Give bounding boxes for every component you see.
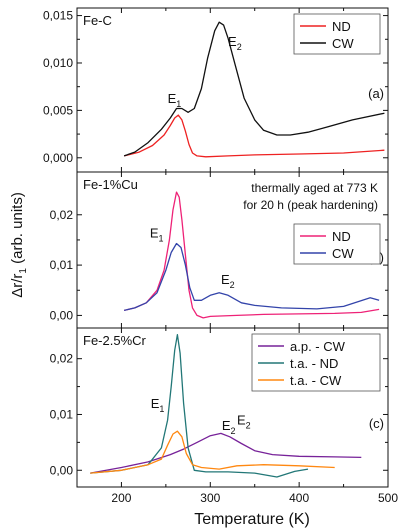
- y-tick-label: 0,000: [43, 151, 73, 165]
- x-tick-label: 200: [111, 491, 131, 505]
- series-line-nd: [123, 114, 385, 158]
- peak-label: E2: [222, 418, 236, 436]
- panel-note: for 20 h (peak hardening): [243, 198, 378, 212]
- y-tick-label: 0,02: [50, 352, 74, 366]
- sample-label: Fe-C: [83, 13, 112, 28]
- series-line-cw: [123, 242, 380, 312]
- y-tick-label: 0,015: [43, 9, 73, 23]
- legend-label: CW: [332, 246, 354, 261]
- peak-label: E2: [221, 272, 235, 290]
- panel-tag: (c): [369, 416, 384, 431]
- peak-label: E1: [168, 91, 182, 109]
- series-line-a-p-cw: [90, 432, 362, 474]
- y-tick-label: 0,01: [50, 258, 74, 272]
- series-line-t-a-nd: [90, 334, 309, 478]
- y-tick-label: 0,00: [50, 463, 74, 477]
- panel-a: 0,000 0,005 0,010 0,015 Fe-C (a) ND CW E1 E2: [43, 7, 389, 173]
- legend-label: ND: [332, 229, 351, 244]
- legend-box: [293, 13, 381, 55]
- legend-label: ND: [332, 19, 351, 34]
- series-line-t-a-cw: [90, 430, 335, 474]
- y-tick-label: 0,010: [43, 56, 73, 70]
- legend-label: CW: [332, 36, 354, 51]
- panel-tag: (a): [368, 86, 384, 101]
- peak-label: E2: [237, 413, 251, 431]
- peak-label: E2: [228, 34, 242, 52]
- panel-frame: [76, 327, 389, 488]
- y-tick-label: 0,02: [50, 208, 74, 222]
- x-axis-label: Temperature (K): [194, 511, 310, 528]
- x-tick-label: 400: [289, 491, 309, 505]
- series-line-cw: [123, 21, 385, 157]
- y-tick-label: 0,005: [43, 103, 73, 117]
- panel-note: thermally aged at 773 K: [251, 181, 378, 195]
- panel-c: 0,00 0,01 0,02 Fe-2.5%Cr (c) a.p. - CW t.a. - …: [50, 327, 398, 505]
- x-tick-label: 300: [200, 491, 220, 505]
- legend-label: t.a. - CW: [290, 373, 342, 388]
- peak-label: E1: [150, 225, 164, 243]
- legend-label: t.a. - ND: [290, 356, 338, 371]
- sample-label: Fe-2.5%Cr: [83, 333, 147, 348]
- y-tick-label: 0,01: [50, 407, 74, 421]
- y-axis-label: Δr/r1 (arb. units): [9, 192, 29, 298]
- x-tick-label: 500: [378, 491, 398, 505]
- legend-box: [293, 223, 381, 265]
- sample-label: Fe-1%Cu: [83, 177, 138, 192]
- legend-label: a.p. - CW: [290, 339, 346, 354]
- peak-label: E1: [151, 396, 165, 414]
- y-tick-label: 0,00: [50, 308, 74, 322]
